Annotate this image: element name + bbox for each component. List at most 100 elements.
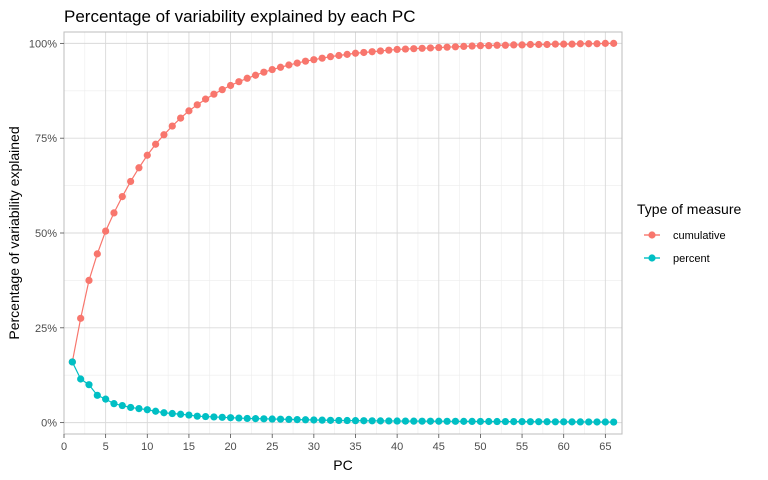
point-cumulative	[85, 276, 93, 285]
point-cumulative	[318, 54, 326, 62]
legend-item-cumulative: cumulative	[644, 230, 726, 242]
series-layer	[68, 39, 618, 426]
y-tick-label: 75%	[35, 133, 57, 145]
point-cumulative	[127, 177, 135, 186]
point-cumulative	[610, 39, 618, 47]
x-tick-label: 55	[516, 441, 528, 453]
y-axis-title: Percentage of variability explained	[6, 126, 22, 339]
point-cumulative	[152, 140, 160, 148]
x-tick-label: 15	[183, 441, 195, 453]
point-percent	[510, 417, 518, 426]
x-tick-label: 60	[558, 441, 570, 453]
point-percent	[285, 415, 293, 423]
point-cumulative	[410, 45, 418, 53]
point-cumulative	[426, 44, 435, 52]
point-percent	[268, 415, 276, 423]
point-percent	[251, 415, 260, 423]
legend-key-point	[648, 254, 656, 262]
point-cumulative	[543, 40, 551, 49]
point-percent	[276, 415, 285, 423]
point-percent	[193, 412, 201, 420]
point-cumulative	[201, 95, 210, 103]
x-tick-label: 35	[349, 441, 361, 453]
point-cumulative	[93, 250, 101, 258]
point-percent	[118, 401, 126, 410]
x-tick-label: 45	[433, 441, 445, 453]
point-cumulative	[493, 41, 501, 49]
point-cumulative	[568, 40, 576, 48]
point-cumulative	[176, 114, 185, 122]
point-cumulative	[393, 45, 401, 54]
point-cumulative	[485, 42, 493, 50]
x-tick-label: 5	[103, 441, 109, 453]
point-percent	[435, 417, 443, 425]
point-percent	[326, 416, 335, 424]
point-cumulative	[385, 46, 393, 54]
legend-items: cumulative percent	[644, 230, 726, 265]
x-tick-label: 20	[224, 441, 236, 453]
series-line-cumulative	[71, 42, 614, 363]
point-percent	[501, 417, 510, 426]
point-cumulative	[326, 53, 335, 61]
point-cumulative	[118, 192, 126, 201]
point-percent	[218, 413, 226, 421]
point-percent	[152, 407, 160, 415]
point-percent	[551, 418, 559, 426]
point-percent	[368, 417, 376, 425]
point-percent	[226, 414, 235, 422]
point-percent	[102, 395, 110, 403]
point-cumulative	[468, 42, 476, 50]
point-cumulative	[210, 90, 218, 98]
point-cumulative	[501, 41, 510, 49]
point-percent	[110, 400, 118, 408]
point-cumulative	[310, 56, 318, 64]
point-cumulative	[251, 71, 260, 79]
legend-label: cumulative	[673, 230, 726, 242]
point-percent	[143, 406, 151, 414]
point-cumulative	[360, 48, 368, 57]
point-percent	[185, 411, 193, 419]
point-cumulative	[301, 57, 310, 65]
x-tick-label: 30	[308, 441, 320, 453]
point-percent	[576, 418, 584, 426]
point-percent	[301, 416, 310, 424]
point-percent	[568, 418, 576, 426]
point-percent	[560, 418, 568, 426]
point-percent	[610, 418, 618, 426]
point-cumulative	[576, 40, 584, 48]
point-cumulative	[443, 43, 451, 51]
y-axis: 0% 25% 50% 75% 100%	[29, 38, 64, 430]
point-cumulative	[451, 43, 460, 51]
point-percent	[485, 417, 493, 426]
x-tick-label: 50	[474, 441, 486, 453]
x-tick-label: 0	[61, 441, 67, 453]
x-tick-label: 40	[391, 441, 403, 453]
point-percent	[451, 417, 460, 425]
point-percent	[518, 418, 526, 426]
point-percent	[77, 375, 85, 383]
point-cumulative	[551, 40, 559, 48]
point-percent	[476, 417, 485, 426]
point-cumulative	[143, 151, 151, 159]
point-cumulative	[535, 40, 543, 49]
point-percent	[310, 416, 318, 424]
point-cumulative	[476, 42, 485, 50]
point-percent	[293, 415, 301, 424]
point-cumulative	[226, 81, 235, 90]
point-percent	[235, 414, 243, 422]
x-tick-label: 65	[599, 441, 611, 453]
point-cumulative	[526, 40, 534, 49]
point-cumulative	[585, 40, 593, 48]
point-percent	[335, 416, 343, 425]
point-cumulative	[110, 209, 118, 217]
point-percent	[210, 413, 218, 421]
chart-title: Percentage of variability explained by e…	[64, 7, 416, 26]
point-percent	[160, 409, 168, 417]
point-percent	[85, 381, 93, 389]
point-cumulative	[235, 78, 243, 86]
point-percent	[385, 417, 393, 425]
point-percent	[468, 417, 476, 426]
y-tick-label: 100%	[29, 38, 57, 50]
point-percent	[443, 417, 451, 425]
